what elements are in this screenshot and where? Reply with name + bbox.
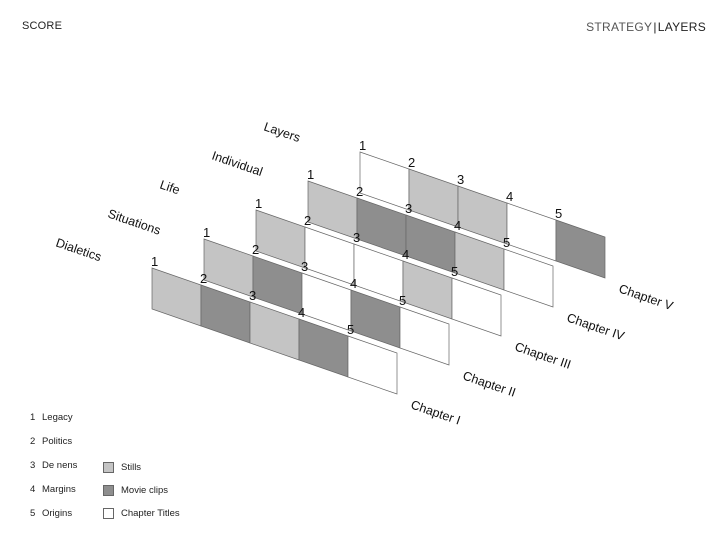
score-title: SCORE [22,20,63,32]
lane-label: Dialetics [54,236,103,265]
legend-number: 5 [30,508,36,519]
cell-number: 2 [356,184,363,199]
legend-item: 4 Margins [30,484,76,495]
cell-number: 2 [252,242,259,257]
cell-chapter-titles [347,335,398,395]
cell-number: 4 [298,305,305,320]
legend-label: Chapter Titles [121,508,180,519]
cell-number: 5 [399,293,406,308]
title-separator: | [653,20,657,34]
legend-label: Stills [121,462,142,473]
cell-number: 4 [350,276,357,291]
stills-swatch [103,462,114,473]
legend-item: Chapter Titles [103,508,180,520]
cell-number: 2 [200,271,207,286]
cell-number: 1 [307,167,314,182]
strategy-layers-title: STRATEGY|LAYERS [586,20,706,34]
legend-number: 3 [30,460,36,471]
legend-label: Legacy [42,412,73,423]
cell-number: 1 [203,225,210,240]
lane-dialetics: 1 2 3 4 5 Dialetics Chapter I [54,236,462,428]
cell-stills [151,267,202,327]
legend-label: Origins [42,508,73,519]
lane-label: Situations [106,207,162,238]
legend-item: Stills [103,462,141,474]
cell-number: 4 [506,189,513,204]
legend-number: 4 [30,484,36,495]
legend-label: Margins [42,484,76,495]
legend-label: De nens [42,460,78,471]
cell-number: 3 [353,230,360,245]
layers-label: LAYERS [657,20,706,34]
chapter-label: Chapter I [409,398,462,428]
legend-item: Movie clips [103,485,168,497]
cell-number: 5 [451,264,458,279]
cell-number: 4 [454,218,461,233]
legend-item: 3 De nens [30,460,77,471]
lane-label: Layers [262,120,302,145]
cell-number: 3 [457,172,464,187]
cell-number: 5 [347,322,354,337]
cell-number: 3 [249,288,256,303]
cell-number: 1 [255,196,262,211]
cell-number: 2 [408,155,415,170]
legend-item: 2 Politics [30,436,72,447]
lane-life: 1 2 3 4 5 Life Chapter III [158,178,573,372]
cell-number: 3 [405,201,412,216]
cell-number: 2 [304,213,311,228]
cell-movie-clips [555,219,606,279]
cell-number: 1 [359,138,366,153]
legend-item: 5 Origins [30,508,72,519]
chapter-label: Chapter III [513,340,573,372]
cell-number: 5 [555,206,562,221]
legend-label: Politics [42,436,73,447]
lane-label: Individual [210,149,265,179]
lane-individual: 1 2 3 4 5 Individual Chapter IV [210,149,627,344]
legend-label: Movie clips [121,485,168,496]
cell-chapter-titles [503,248,554,308]
movie-clips-swatch [103,485,114,496]
legend-number: 1 [30,412,36,423]
chapter-label: Chapter IV [565,311,627,344]
chapter-label: Chapter II [461,369,517,400]
cell-chapter-titles [451,277,502,337]
cell-number: 5 [503,235,510,250]
cell-number: 3 [301,259,308,274]
chapter-label: Chapter V [617,282,675,314]
legend-item: 1 Legacy [30,412,73,423]
chapter-titles-swatch [103,508,114,519]
cell-number: 1 [151,254,158,269]
legend-number: 2 [30,436,36,447]
cell-chapter-titles [399,306,450,366]
strategy-label: STRATEGY [586,20,653,34]
lane-label: Life [158,178,182,198]
cell-number: 4 [402,247,409,262]
